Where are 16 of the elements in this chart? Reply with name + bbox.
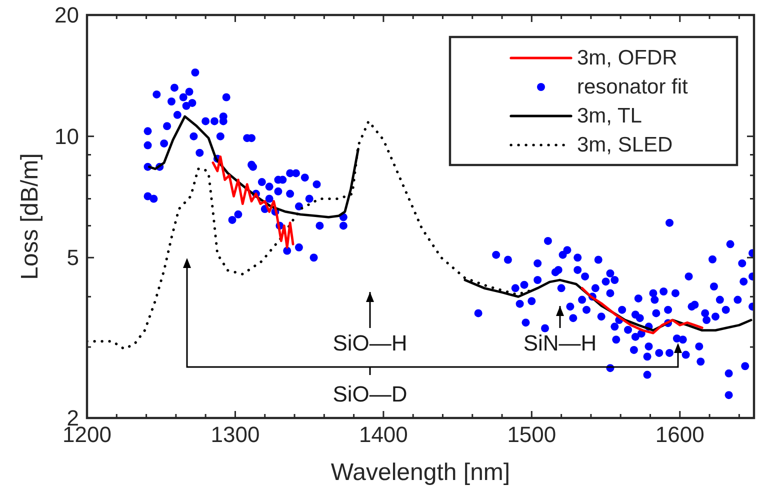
y-tick-label: 10 [54, 124, 79, 149]
annotation: SiN—H [523, 330, 597, 356]
annotation: SiO—D [332, 382, 408, 406]
x-axis-title: Wavelength [nm] [330, 459, 510, 486]
y-tick-label: 20 [54, 2, 79, 28]
x-tick-label: 1300 [210, 422, 260, 447]
x-tick-label: 1500 [507, 422, 556, 447]
x-tick-label: 1400 [358, 422, 408, 447]
y-tick-label: 5 [66, 245, 79, 270]
x-tick-label: 1600 [655, 422, 704, 447]
y-axis-title: Loss [dB/m] [16, 153, 44, 280]
legend-label: resonator fit [577, 76, 688, 98]
legend-label: 3m, OFDR [577, 46, 678, 70]
legend-label: 3m, SLED [577, 134, 673, 156]
legend-label: 3m, TL [577, 104, 642, 128]
annotation: SiO—H [332, 330, 408, 356]
